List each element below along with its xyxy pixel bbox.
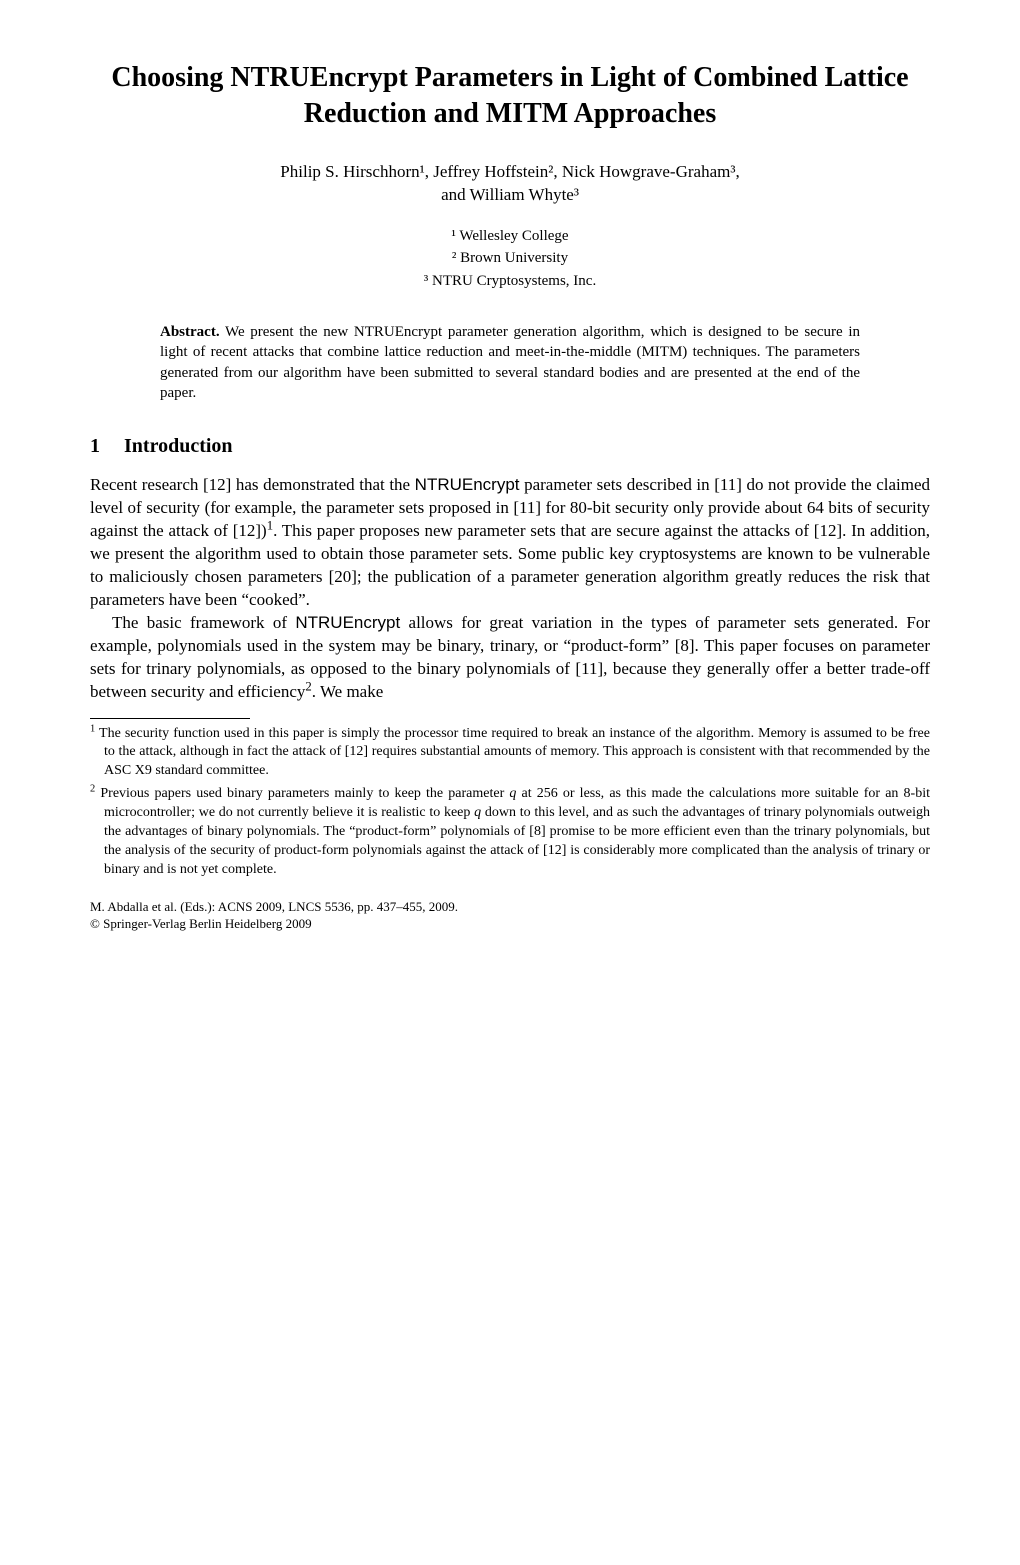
ntruencrypt-term: NTRUEncrypt xyxy=(415,475,520,494)
proceedings-line: M. Abdalla et al. (Eds.): ACNS 2009, LNC… xyxy=(90,898,930,916)
ntruencrypt-term: NTRUEncrypt xyxy=(295,613,400,632)
text: Recent research [12] has demonstrated th… xyxy=(90,475,415,494)
footnote-1-text: The security function used in this paper… xyxy=(95,726,930,779)
affiliations: ¹ Wellesley College ² Brown University ³… xyxy=(90,225,930,293)
affil-3: ³ NTRU Cryptosystems, Inc. xyxy=(424,273,596,289)
affil-1: ¹ Wellesley College xyxy=(451,228,568,244)
paragraph-1: Recent research [12] has demonstrated th… xyxy=(90,474,930,612)
abstract-text: We present the new NTRUEncrypt parameter… xyxy=(160,324,860,401)
abstract-heading: Abstract. xyxy=(160,324,220,340)
footnote-1: 1 The security function used in this pap… xyxy=(90,725,930,782)
text: . We make xyxy=(312,682,384,701)
abstract: Abstract. We present the new NTRUEncrypt… xyxy=(160,322,860,403)
text: The basic framework of xyxy=(112,613,295,632)
authors-line-2: and William Whyte³ xyxy=(441,185,579,204)
footnotes: 1 The security function used in this pap… xyxy=(90,725,930,880)
copyright-line: © Springer-Verlag Berlin Heidelberg 2009 xyxy=(90,915,930,933)
section-number: 1 xyxy=(90,433,124,460)
footnote-rule xyxy=(90,718,250,719)
section-heading-1: 1Introduction xyxy=(90,433,930,460)
footnote-2: 2 Previous papers used binary parameters… xyxy=(90,785,930,879)
authors: Philip S. Hirschhorn¹, Jeffrey Hoffstein… xyxy=(90,161,930,207)
footnote-2-text: Previous papers used binary parameters m… xyxy=(95,786,509,801)
authors-line-1: Philip S. Hirschhorn¹, Jeffrey Hoffstein… xyxy=(280,162,739,181)
paper-title: Choosing NTRUEncrypt Parameters in Light… xyxy=(90,60,930,133)
affil-2: ² Brown University xyxy=(452,250,568,266)
section-title: Introduction xyxy=(124,435,233,457)
paragraph-2: The basic framework of NTRUEncrypt allow… xyxy=(90,612,930,704)
